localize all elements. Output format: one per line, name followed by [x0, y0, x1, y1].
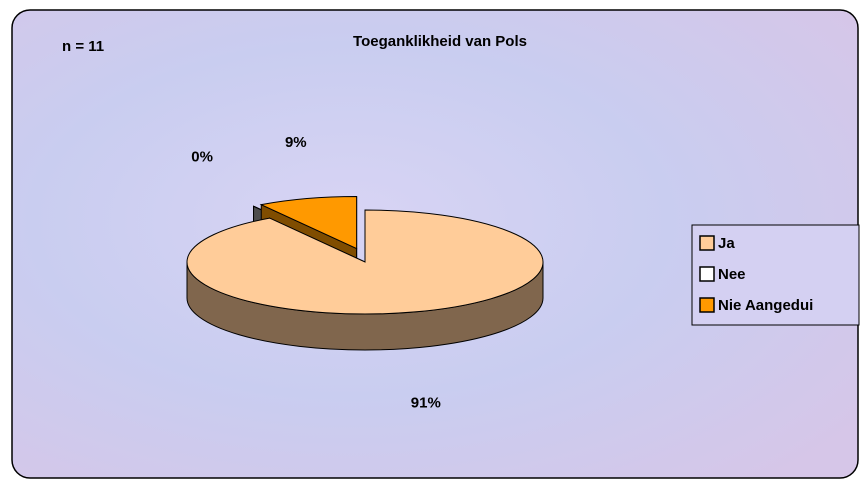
legend-label: Ja: [718, 235, 735, 252]
data-label: 0%: [191, 148, 213, 165]
legend-swatch: [699, 266, 715, 282]
data-label: 9%: [285, 134, 307, 151]
chart-title: Toeganklikheid van Pols: [353, 33, 527, 50]
legend: [691, 224, 860, 326]
slice: [259, 196, 358, 250]
legend-label: Nie Aangedui: [718, 297, 813, 314]
slice: [186, 209, 544, 315]
legend-swatch: [699, 235, 715, 251]
data-label: 91%: [411, 395, 441, 412]
annotation: n = 11: [62, 38, 104, 55]
legend-swatch: [699, 297, 715, 313]
legend-label: Nee: [718, 266, 746, 283]
